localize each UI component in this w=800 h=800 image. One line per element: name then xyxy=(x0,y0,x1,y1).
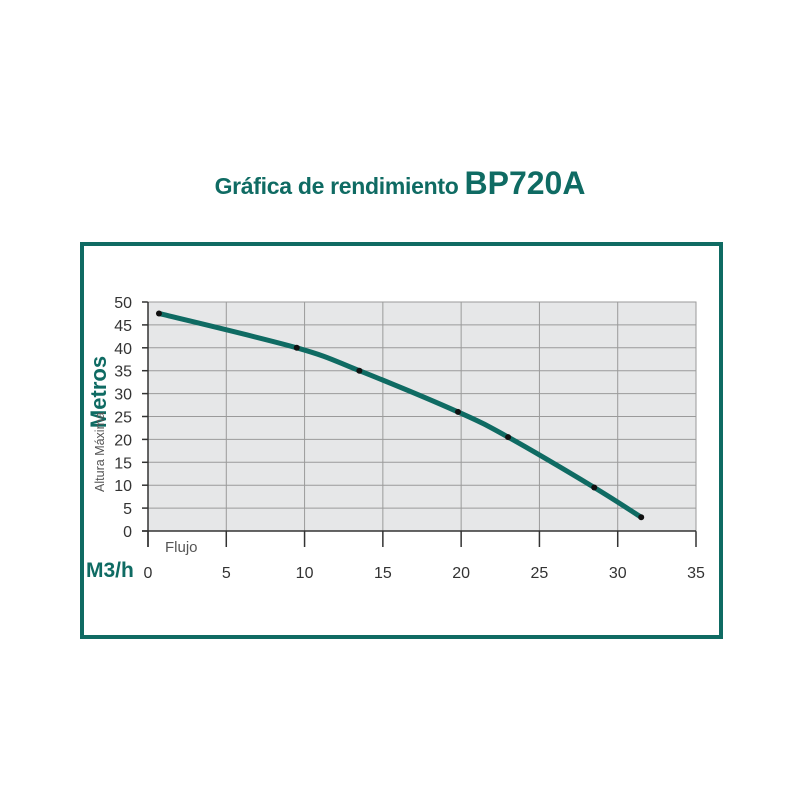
data-point xyxy=(591,484,598,491)
data-point xyxy=(356,367,363,374)
x-tick-label: 25 xyxy=(531,565,549,582)
data-point xyxy=(505,434,512,441)
x-tick-label: 5 xyxy=(222,565,231,582)
y-tick-label: 25 xyxy=(114,410,132,427)
y-tick-label: 35 xyxy=(114,364,132,381)
x-tick-label: 0 xyxy=(144,565,153,582)
chart-title-model: BP720A xyxy=(464,165,586,201)
x-tick-label: 30 xyxy=(609,565,627,582)
x-tick-label: 35 xyxy=(687,565,705,582)
chart-title: Gráfica de rendimiento BP720A xyxy=(0,165,800,202)
chart-title-main: Gráfica de rendimiento xyxy=(214,173,459,199)
label-layer: Metros Altura Máxima Flujo M3/h xyxy=(86,356,198,582)
y-tick-label: 5 xyxy=(123,501,132,518)
y-tick-label: 45 xyxy=(114,318,132,335)
data-point xyxy=(638,514,645,521)
data-point xyxy=(293,344,300,351)
y-axis-label: Metros xyxy=(86,356,111,428)
y-tick-label: 0 xyxy=(123,524,132,541)
y-tick-label: 20 xyxy=(114,432,132,449)
y-tick-label: 30 xyxy=(114,387,132,404)
performance-curve xyxy=(156,310,644,520)
x-tick-label: 15 xyxy=(374,565,392,582)
axis-layer: 0 5 10 15 20 25 30 35 0 5 10 15 20 25 30 35 40 45 50 xyxy=(114,295,705,582)
data-point xyxy=(155,310,162,317)
x-axis-unit: M3/h xyxy=(86,559,134,582)
y-axis-sublabel: Altura Máxima xyxy=(93,412,107,492)
y-tick-label: 10 xyxy=(114,478,132,495)
y-tick-label: 40 xyxy=(114,341,132,358)
x-axis-label: Flujo xyxy=(165,539,198,556)
data-point xyxy=(455,408,462,415)
x-tick-label: 20 xyxy=(452,565,470,582)
x-tick-label: 10 xyxy=(296,565,314,582)
chart-frame xyxy=(80,242,723,639)
y-tick-label: 15 xyxy=(114,455,132,472)
series-layer xyxy=(155,310,645,521)
y-tick-label: 50 xyxy=(114,295,132,312)
